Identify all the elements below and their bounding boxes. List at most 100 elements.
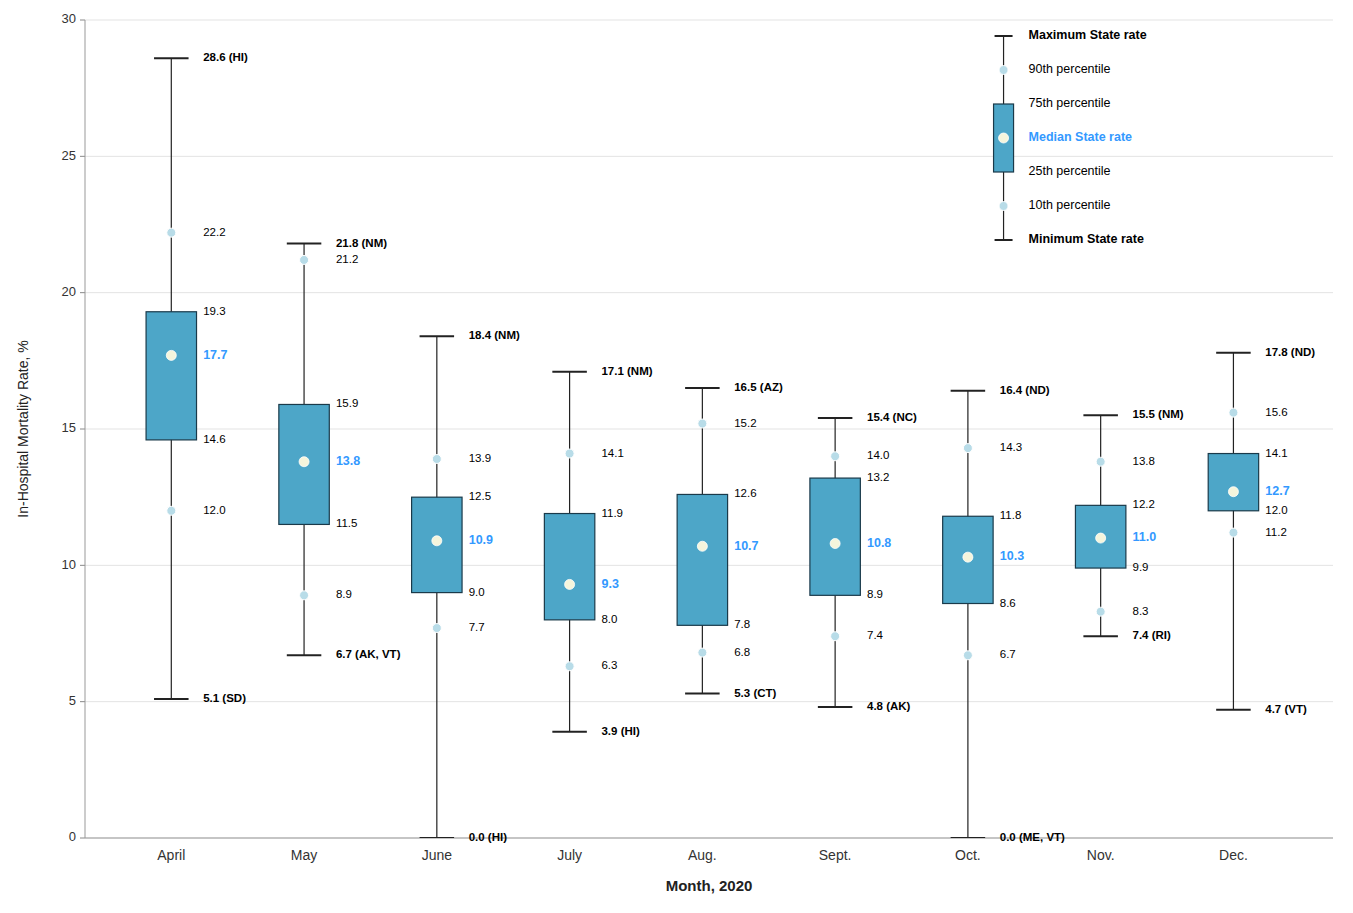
legend-symbol [995,35,1013,37]
data-label: 11.5 [336,517,358,529]
iqr-box [412,497,462,592]
legend-entry: Minimum State rate [1029,232,1144,246]
legend-symbol [995,239,1013,241]
p90-dot [1096,457,1105,466]
median-dot [166,350,176,360]
p90-dot [300,255,309,264]
data-label: 11.2 [1265,526,1287,538]
p10-dot [698,648,707,657]
data-label: 16.5 (AZ) [734,381,783,393]
grid-line [85,156,1333,157]
x-tick-label: Sept. [819,847,852,863]
data-label: 8.9 [336,588,352,600]
iqr-box [544,514,594,620]
data-label: 9.9 [1133,561,1149,573]
data-label: 8.6 [1000,597,1016,609]
data-label: 9.0 [469,586,485,598]
x-axis-title: Month, 2020 [666,877,753,894]
data-label: 16.4 (ND) [1000,384,1050,396]
min-cap [552,731,587,733]
data-label: 10.9 [469,533,493,547]
p10-dot [1229,528,1238,537]
x-tick-label: Oct. [955,847,981,863]
legend-entry: 90th percentile [1029,62,1111,76]
p10-dot [300,591,309,600]
y-tick-label: 0 [69,829,76,844]
data-label: 0.0 (ME, VT) [1000,831,1065,843]
median-dot [697,541,707,551]
x-tick-label: Dec. [1219,847,1248,863]
median-dot [1228,487,1238,497]
legend: Maximum State rate90th percentile75th pe… [994,28,1147,246]
y-axis-title: In-Hospital Mortality Rate, % [15,340,31,517]
data-label: 7.4 (RI) [1133,629,1172,641]
min-cap [287,654,322,656]
median-dot [830,539,840,549]
grid-line [85,838,1333,839]
p10-dot [1096,607,1105,616]
y-tick [80,292,85,293]
min-cap [154,698,189,700]
min-cap [951,837,986,838]
data-label: 17.8 (ND) [1265,346,1315,358]
data-label: 5.3 (CT) [734,687,776,699]
min-cap [1216,709,1251,711]
data-label: 8.3 [1133,605,1149,617]
y-tick [80,429,85,430]
x-tick-label: Aug. [688,847,717,863]
median-dot [565,579,575,589]
data-label: 15.2 [734,417,756,429]
y-tick [80,20,85,21]
data-label: 12.0 [203,504,225,516]
x-tick-label: April [157,847,185,863]
iqr-box [677,494,727,625]
max-cap [287,243,322,245]
data-label: 6.3 [601,659,617,671]
p10-dot [963,651,972,660]
iqr-box [1208,454,1258,511]
iqr-box [943,516,993,603]
y-tick-label: 20 [62,284,76,299]
iqr-box [279,404,329,524]
data-label: 18.4 (NM) [469,329,520,341]
y-tick-label: 30 [62,11,76,26]
data-label: 3.9 (HI) [601,725,640,737]
median-dot [299,457,309,467]
data-label: 10.8 [867,536,891,550]
data-label: 0.0 (HI) [469,831,508,843]
y-tick-label: 15 [62,420,76,435]
x-tick-label: June [422,847,453,863]
median-dot [432,536,442,546]
data-label: 15.5 (NM) [1133,408,1184,420]
data-label: 12.0 [1265,504,1287,516]
data-label: 14.1 [1265,447,1287,459]
data-label: 21.2 [336,253,358,265]
min-cap [420,837,455,838]
data-label: 7.8 [734,618,750,630]
data-label: 8.0 [601,613,617,625]
data-label: 4.8 (AK) [867,700,911,712]
data-labels: 28.6 (HI)22.219.317.714.612.05.1 (SD)21.… [203,51,1315,843]
data-label: 28.6 (HI) [203,51,248,63]
data-label: 7.4 [867,629,884,641]
data-label: 22.2 [203,226,225,238]
legend-entry: Maximum State rate [1029,28,1147,42]
legend-entry: 25th percentile [1029,164,1111,178]
p90-dot [698,419,707,428]
data-label: 11.9 [601,507,623,519]
x-tick-label: Nov. [1087,847,1115,863]
legend-symbol [999,202,1008,211]
p90-dot [1229,408,1238,417]
max-cap [951,390,986,392]
data-label: 15.6 [1265,406,1287,418]
data-label: 7.7 [469,621,485,633]
p90-dot [831,452,840,461]
y-tick [80,156,85,157]
min-cap [818,706,853,708]
chart: 051015202530AprilMayJuneJulyAug.Sept.Oct… [0,0,1353,913]
data-label: 6.8 [734,646,750,658]
iqr-box [146,312,196,440]
x-axis-line [85,838,1333,839]
data-label: 13.8 [336,454,360,468]
data-label: 5.1 (SD) [203,692,246,704]
